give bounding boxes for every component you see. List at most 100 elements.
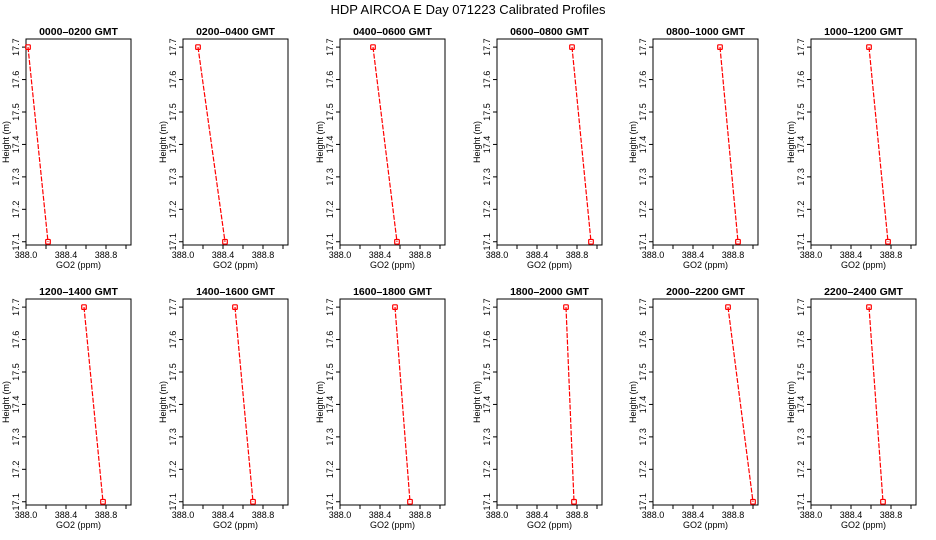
y-axis-label: Height (m) — [786, 381, 796, 423]
x-tick-label: 388.4 — [840, 250, 863, 260]
y-tick-label: 17.7 — [482, 38, 492, 56]
y-tick-label: 17.2 — [168, 201, 178, 219]
y-tick-label: 17.2 — [325, 201, 335, 219]
y-axis-label: Height (m) — [1, 381, 11, 423]
y-tick-label: 17.5 — [325, 103, 335, 121]
data-point — [222, 238, 228, 245]
series-line — [868, 307, 884, 502]
plot-frame — [182, 38, 289, 246]
x-tick-label: 388.8 — [722, 510, 745, 520]
panel-grid: 0000–0200 GMT 17.1 17.2 17.3 17.4 17.5 17.6 17.… — [1, 26, 917, 530]
y-tick-label: 17.7 — [325, 38, 335, 56]
x-axis-label: GO2 (ppm) — [683, 520, 728, 530]
plot-frame — [810, 38, 917, 246]
x-tick-label: 388.0 — [329, 510, 352, 520]
x-axis-label: GO2 (ppm) — [56, 520, 101, 530]
x-axis-label: GO2 (ppm) — [370, 260, 415, 270]
series-line — [727, 307, 754, 502]
data-point — [866, 304, 872, 311]
series-line — [394, 307, 411, 502]
y-tick-label: 17.5 — [638, 103, 648, 121]
profile-panel: 0800–1000 GMT 17.1 17.2 17.3 17.4 17.5 17.6 17.… — [628, 26, 759, 270]
y-tick-label: 17.1 — [168, 233, 178, 251]
x-tick-label: 388.8 — [95, 250, 118, 260]
y-axis-label: Height (m) — [1, 121, 11, 163]
x-axis-label: GO2 (ppm) — [213, 260, 258, 270]
y-axis-label: Height (m) — [628, 381, 638, 423]
y-tick-label: 17.6 — [482, 71, 492, 89]
y-tick-label: 17.1 — [796, 233, 806, 251]
y-tick-label: 17.1 — [638, 233, 648, 251]
x-tick-label: 388.8 — [252, 510, 275, 520]
x-tick-label: 388.4 — [369, 250, 392, 260]
y-tick-label: 17.3 — [796, 428, 806, 446]
y-tick-label: 17.6 — [796, 71, 806, 89]
data-point — [563, 304, 569, 311]
y-axis-label: Height (m) — [158, 121, 168, 163]
plot-frame — [496, 298, 603, 506]
y-tick-label: 17.6 — [638, 331, 648, 349]
y-tick-label: 17.3 — [168, 168, 178, 186]
y-tick-label: 17.7 — [11, 38, 21, 56]
profile-panel: 0600–0800 GMT 17.1 17.2 17.3 17.4 17.5 17.6 17.… — [472, 26, 603, 270]
profile-panel: 1600–1800 GMT 17.1 17.2 17.3 17.4 17.5 17.6 17.… — [315, 286, 446, 530]
x-tick-label: 388.8 — [880, 510, 903, 520]
y-tick-label: 17.1 — [796, 493, 806, 511]
x-tick-label: 388.8 — [409, 510, 432, 520]
data-point — [45, 238, 51, 245]
y-tick-label: 17.6 — [482, 331, 492, 349]
y-axis-label: Height (m) — [628, 121, 638, 163]
profile-panel: 2200–2400 GMT 17.1 17.2 17.3 17.4 17.5 17.6 17.… — [786, 286, 917, 530]
y-tick-label: 17.7 — [168, 298, 178, 316]
y-tick-label: 17.3 — [325, 168, 335, 186]
plot-frame — [339, 298, 446, 506]
data-point — [81, 304, 87, 311]
y-axis-label: Height (m) — [158, 381, 168, 423]
series-line — [234, 307, 254, 502]
profile-panel: 0000–0200 GMT 17.1 17.2 17.3 17.4 17.5 17.6 17.… — [1, 26, 132, 270]
y-axis-label: Height (m) — [786, 121, 796, 163]
y-tick-label: 17.3 — [11, 168, 21, 186]
y-tick-label: 17.4 — [482, 136, 492, 154]
y-tick-label: 17.3 — [796, 168, 806, 186]
x-tick-label: 388.0 — [800, 250, 823, 260]
data-point — [750, 498, 756, 505]
data-point — [569, 44, 575, 51]
x-tick-label: 388.0 — [486, 250, 509, 260]
y-tick-label: 17.2 — [638, 201, 648, 219]
y-tick-label: 17.5 — [796, 103, 806, 121]
series-line — [372, 47, 398, 242]
x-tick-label: 388.8 — [722, 250, 745, 260]
y-tick-label: 17.2 — [11, 201, 21, 219]
data-point — [866, 44, 872, 51]
y-tick-label: 17.5 — [11, 103, 21, 121]
plot-frame — [339, 38, 446, 246]
data-point — [370, 44, 376, 51]
y-axis-label: Height (m) — [315, 121, 325, 163]
y-tick-label: 17.1 — [638, 493, 648, 511]
y-tick-label: 17.2 — [168, 461, 178, 479]
y-tick-label: 17.5 — [325, 363, 335, 381]
y-tick-label: 17.6 — [168, 71, 178, 89]
y-axis-label: Height (m) — [472, 121, 482, 163]
x-axis-label: GO2 (ppm) — [683, 260, 728, 270]
profile-panel: 0400–0600 GMT 17.1 17.2 17.3 17.4 17.5 17.6 17.… — [315, 26, 446, 270]
data-point — [571, 498, 577, 505]
y-tick-label: 17.5 — [168, 363, 178, 381]
y-tick-label: 17.6 — [11, 71, 21, 89]
chart-title: HDP AIRCOA E Day 071223 Calibrated Profi… — [330, 2, 606, 17]
series-line — [565, 307, 575, 502]
y-tick-label: 17.5 — [482, 103, 492, 121]
x-tick-label: 388.4 — [55, 510, 78, 520]
x-tick-label: 388.0 — [642, 250, 665, 260]
y-tick-label: 17.5 — [638, 363, 648, 381]
y-tick-label: 17.5 — [482, 363, 492, 381]
y-tick-label: 17.4 — [796, 136, 806, 154]
x-axis-label: GO2 (ppm) — [370, 520, 415, 530]
y-tick-label: 17.3 — [325, 428, 335, 446]
x-tick-label: 388.8 — [95, 510, 118, 520]
profile-panel: 1000–1200 GMT 17.1 17.2 17.3 17.4 17.5 17.6 17.… — [786, 26, 917, 270]
plot-frame — [652, 298, 759, 506]
y-tick-label: 17.6 — [796, 331, 806, 349]
